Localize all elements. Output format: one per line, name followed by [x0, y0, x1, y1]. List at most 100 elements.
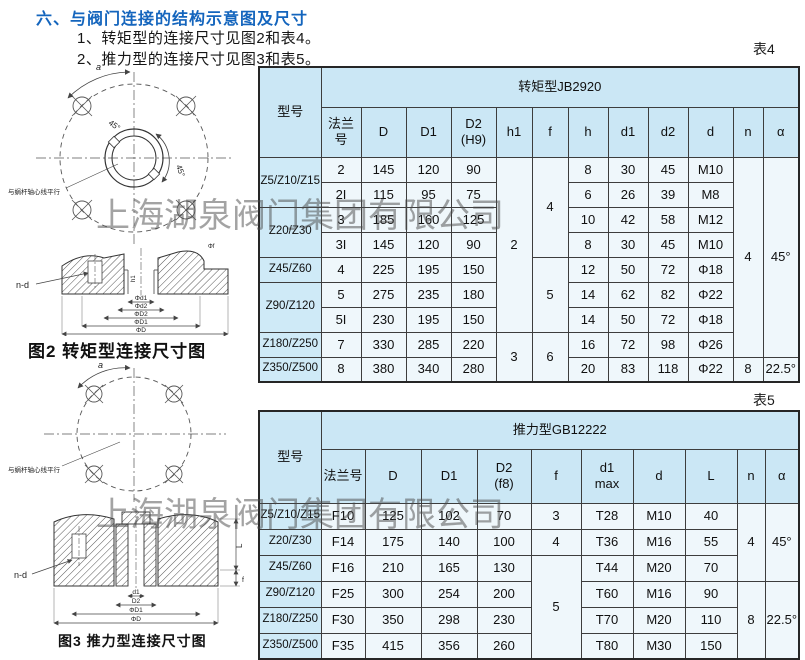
figure3-thrust-diagram: a 与蜗杆轴心线平行 n-d L f d1 [8, 362, 244, 626]
t4-flange: 2 [320, 156, 362, 183]
flange-cross-section [35, 248, 229, 336]
t5-D: 175 [364, 528, 422, 556]
t5-col-f: f [530, 448, 582, 504]
t4-d1: 72 [607, 331, 649, 358]
t4-d2: 72 [647, 306, 689, 333]
table4-tag: 表4 [753, 41, 775, 57]
t4-alpha: 22.5° [762, 356, 800, 383]
angle-45-label: 45° [174, 164, 187, 178]
dim-D2: ΦD2 [134, 311, 148, 318]
t5-L: 90 [684, 580, 738, 608]
figure2-torque-diagram: a 45° 45° 与蜗杆轴心线平行 n-d h1 Φf Φd1 Φd2 ΦD [8, 62, 234, 336]
t5-D: 300 [364, 580, 422, 608]
t5-col-D2: D2 (f8) [476, 448, 532, 504]
t4-h: 14 [567, 306, 609, 333]
t4-D1: 120 [405, 156, 452, 183]
t5-model: Z20/Z30 [258, 528, 322, 556]
t4-flange: 8 [320, 356, 362, 383]
t4-D1: 285 [405, 331, 452, 358]
t4-col-h1: h1 [495, 106, 533, 158]
t4-D: 145 [360, 156, 407, 183]
t4-h: 14 [567, 281, 609, 308]
t5-f: 4 [530, 528, 582, 556]
t4-D: 330 [360, 331, 407, 358]
dim-D2: D2 [132, 598, 141, 605]
t4-f: 4 [531, 156, 569, 258]
t4-h: 6 [567, 181, 609, 208]
t4-D: 380 [360, 356, 407, 383]
t5-model: Z5/Z10/Z15 [258, 502, 322, 530]
t4-D: 115 [360, 181, 407, 208]
t4-n: 4 [732, 156, 764, 358]
t4-D2: 220 [450, 331, 497, 358]
t4-model: Z350/Z500 [258, 356, 322, 383]
t4-D: 230 [360, 306, 407, 333]
dim-d2: Φd2 [135, 303, 148, 310]
table5-tag: 表5 [753, 392, 775, 408]
t4-d2: 39 [647, 181, 689, 208]
t4-d: Φ22 [687, 356, 734, 383]
t5-col-alpha: α [764, 448, 800, 504]
flange-top-view [36, 69, 234, 244]
t4-d1: 30 [607, 156, 649, 183]
t4-d2: 118 [647, 356, 689, 383]
dim-D1: ΦD1 [134, 319, 148, 326]
table-row: Z20/Z30 F14 175 140 100 4 T36 M16 55 [258, 528, 799, 556]
t5-n: 8 [736, 580, 766, 660]
table-row: 2I 115 95 75 6 26 39 M8 [259, 181, 799, 208]
t4-d2: 45 [647, 156, 689, 183]
table-row: Z20/Z30 3 185 160 125 10 42 58 M12 [258, 206, 799, 258]
thrust-table: 型号 推力型GB12222 法兰号 D D1 D2 (f8) f d1 max … [258, 410, 801, 660]
t4-col-n: n [732, 106, 764, 158]
t4-d1: 42 [607, 206, 649, 233]
t4-col-d1: d1 [607, 106, 649, 158]
t5-d1max: T44 [580, 554, 634, 582]
dim-D1: ΦD1 [129, 607, 143, 614]
t5-col-D: D [364, 448, 422, 504]
t4-col-flange: 法兰 号 [320, 106, 362, 158]
t4-D: 225 [360, 256, 407, 283]
t4-d1: 62 [607, 281, 649, 308]
t5-col-flange: 法兰号 [320, 448, 366, 504]
t4-d: M10 [687, 231, 734, 258]
t4-D1: 95 [405, 181, 452, 208]
t5-L: 40 [684, 502, 738, 530]
t4-col-D: D [360, 106, 407, 158]
t5-d: M10 [632, 502, 686, 530]
t4-d: M8 [687, 181, 734, 208]
t4-d2: 98 [647, 331, 689, 358]
t5-d1max: T70 [580, 606, 634, 634]
t4-flange: 3 [320, 206, 362, 233]
t4-D: 145 [360, 231, 407, 258]
t5-D: 415 [364, 632, 422, 660]
t4-D1: 195 [405, 256, 452, 283]
t4-d: Φ22 [687, 281, 734, 308]
t5-flange: F16 [320, 554, 366, 582]
t4-corner-header: 型号 [258, 66, 322, 158]
t5-D1: 298 [420, 606, 478, 634]
t4-d1: 30 [607, 231, 649, 258]
dim-d1: Φd1 [135, 295, 148, 302]
table-row: 5I 230 195 150 14 50 72 Φ18 [259, 306, 799, 333]
figure2-caption: 图2 转矩型连接尺寸图 [28, 342, 207, 361]
t5-D2: 100 [476, 528, 532, 556]
t5-d: M16 [632, 528, 686, 556]
t4-flange: 4 [320, 256, 362, 283]
table-row: Z180/Z250 F30 350 298 230 T70 M20 110 [258, 606, 799, 634]
t5-flange: F10 [320, 502, 366, 530]
table-row: Z45/Z60 F16 210 165 130 5 T44 M20 70 [258, 554, 799, 660]
t5-D2: 230 [476, 606, 532, 634]
angle-a-label: a [96, 62, 101, 72]
callout-parallel-worm-axis: 与蜗杆轴心线平行 [8, 187, 61, 196]
bolt-hole-icon [175, 199, 197, 221]
table-row: Z45/Z60 4 225 195 150 5 12 50 72 Φ18 [258, 256, 799, 333]
t5-D1: 102 [420, 502, 478, 530]
t4-f: 5 [531, 256, 569, 333]
t5-D2: 70 [476, 502, 532, 530]
t5-D2: 260 [476, 632, 532, 660]
t5-model: Z45/Z60 [258, 554, 322, 582]
t4-d2: 58 [647, 206, 689, 233]
t5-col-D1: D1 [420, 448, 478, 504]
t4-D2: 125 [450, 206, 497, 233]
